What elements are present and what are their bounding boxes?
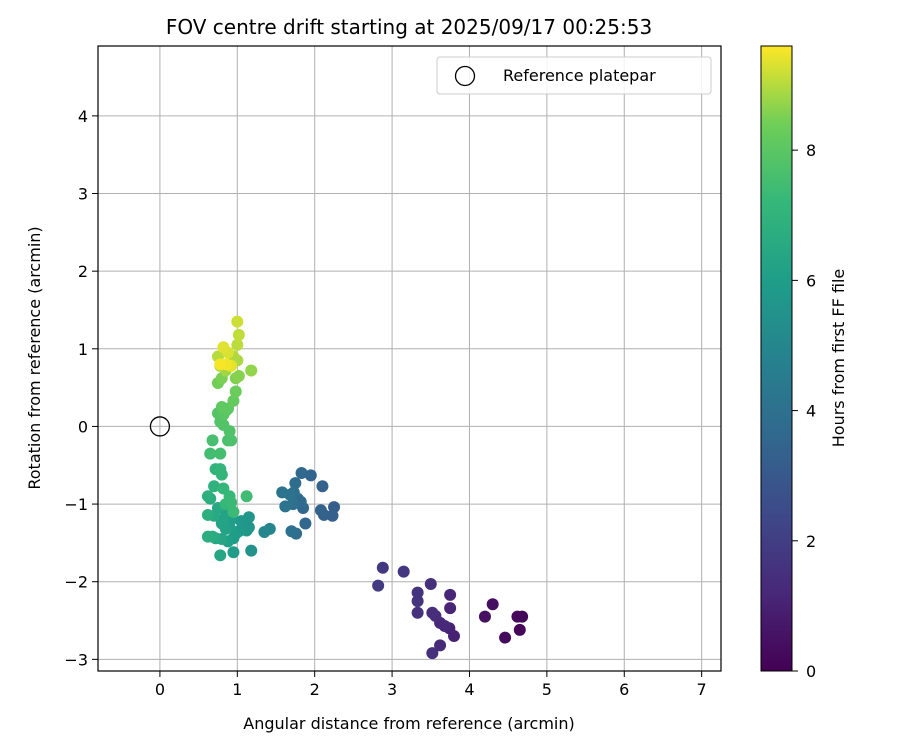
- data-point: [372, 579, 385, 592]
- data-point: [214, 447, 227, 460]
- data-point: [227, 394, 240, 407]
- y-tick-label: 2: [78, 262, 88, 281]
- y-tick-label: 0: [78, 417, 88, 436]
- plot-frame: [97, 45, 722, 672]
- x-tick-label: 7: [697, 680, 707, 699]
- data-point: [225, 496, 238, 509]
- x-tick-label: 0: [155, 680, 165, 699]
- y-tick-label: −1: [64, 495, 88, 514]
- data-point: [201, 530, 214, 543]
- legend-entry-reference: Reference platepar: [503, 66, 656, 85]
- data-point: [276, 486, 289, 499]
- y-axis-ticks: −3 −2 −1 0 1 2 3 4: [64, 107, 98, 669]
- colorbar: 0 2 4 6 8 Hours from first FF file: [760, 45, 848, 681]
- data-point: [314, 504, 327, 517]
- data-point: [232, 328, 245, 341]
- data-point: [411, 606, 424, 619]
- data-point: [214, 549, 227, 562]
- data-point: [279, 500, 292, 513]
- x-tick-label: 1: [232, 680, 242, 699]
- data-point: [215, 517, 228, 530]
- colorbar-label: Hours from first FF file: [829, 269, 848, 448]
- data-point: [444, 602, 457, 615]
- data-point: [499, 631, 512, 644]
- data-point: [201, 490, 214, 503]
- x-axis-ticks: 0 1 2 3 4 5 6 7: [155, 671, 707, 699]
- data-point: [289, 477, 302, 490]
- legend-box: [436, 56, 712, 95]
- data-point: [201, 508, 214, 521]
- colorbar-tick-label: 2: [806, 532, 816, 551]
- y-tick-label: 4: [78, 107, 88, 126]
- data-point: [229, 385, 242, 398]
- data-point: [295, 467, 308, 480]
- x-tick-label: 6: [619, 680, 629, 699]
- data-point: [411, 595, 424, 608]
- reference-point: [149, 416, 171, 437]
- data-point: [285, 525, 298, 538]
- data-point: [235, 515, 248, 528]
- x-tick-label: 4: [464, 680, 474, 699]
- x-tick-label: 2: [310, 680, 320, 699]
- data-point: [215, 468, 228, 481]
- data-point: [232, 369, 245, 382]
- data-point: [227, 546, 240, 559]
- data-point: [444, 588, 457, 601]
- data-point: [231, 315, 244, 328]
- data-point: [215, 401, 228, 414]
- data-point: [486, 598, 499, 611]
- data-point: [434, 639, 447, 652]
- colorbar-tick-label: 6: [806, 271, 816, 290]
- colorbar-tick-label: 4: [806, 402, 816, 421]
- chart-title: FOV centre drift starting at 2025/09/17 …: [166, 15, 652, 39]
- colorbar-gradient: [760, 45, 793, 672]
- data-point: [227, 505, 240, 518]
- data-point: [245, 544, 258, 557]
- data-points: [201, 315, 529, 660]
- y-tick-label: −3: [64, 650, 88, 669]
- data-point: [304, 469, 317, 482]
- data-point: [426, 606, 439, 619]
- x-tick-label: 5: [542, 680, 552, 699]
- data-point: [424, 578, 437, 591]
- data-point: [204, 447, 217, 460]
- data-point: [513, 623, 526, 636]
- data-point: [411, 586, 424, 599]
- data-point: [217, 341, 230, 354]
- data-point: [206, 434, 219, 447]
- y-tick-label: 3: [78, 185, 88, 204]
- data-point: [208, 480, 221, 493]
- data-point: [397, 565, 410, 578]
- grid-lines: [98, 46, 721, 671]
- reference-marker: [149, 416, 171, 437]
- data-point: [299, 517, 312, 530]
- data-point: [258, 526, 271, 539]
- x-axis-label: Angular distance from reference (arcmin): [243, 714, 574, 733]
- x-tick-label: 3: [387, 680, 397, 699]
- data-point: [231, 338, 244, 351]
- legend: Reference platepar: [436, 56, 712, 95]
- data-point: [511, 610, 524, 623]
- y-tick-label: −2: [64, 573, 88, 592]
- data-point: [225, 434, 238, 447]
- legend-marker: [454, 65, 476, 87]
- data-point: [478, 610, 491, 623]
- data-point: [316, 480, 329, 493]
- data-point: [240, 490, 253, 503]
- data-point: [426, 647, 439, 660]
- colorbar-tick-label: 0: [806, 662, 816, 681]
- colorbar-ticks: 0 2 4 6 8: [792, 141, 816, 681]
- data-point: [376, 561, 389, 574]
- y-axis-label: Rotation from reference (arcmin): [25, 226, 44, 489]
- data-point: [245, 364, 258, 377]
- data-point: [214, 358, 227, 371]
- colorbar-tick-label: 8: [806, 141, 816, 160]
- y-tick-label: 1: [78, 340, 88, 359]
